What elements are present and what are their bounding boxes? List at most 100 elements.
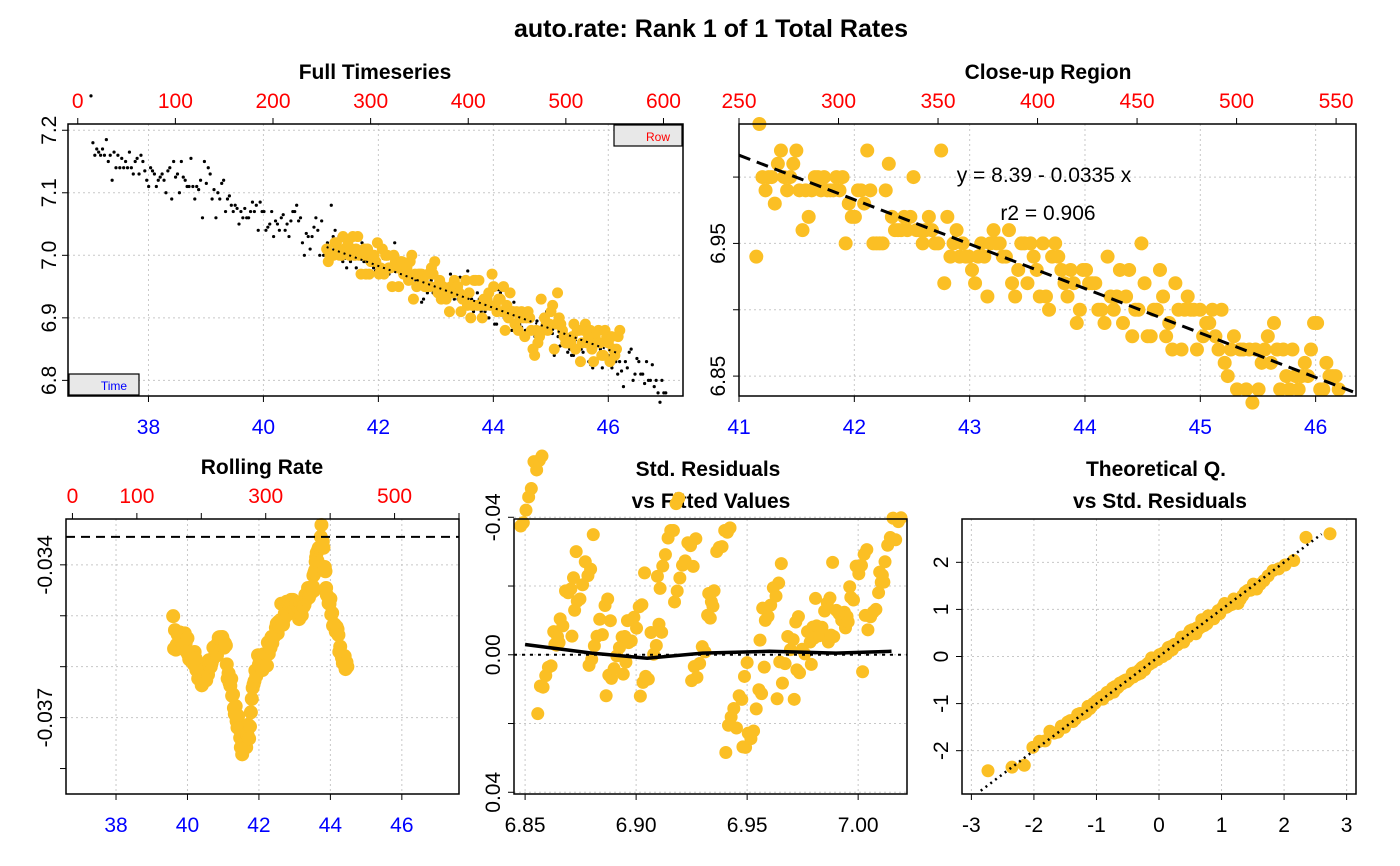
raw-point xyxy=(393,241,397,245)
closeup-point xyxy=(915,236,930,251)
closeup-point xyxy=(1331,382,1346,397)
selected-point xyxy=(393,281,405,293)
raw-point xyxy=(629,347,633,351)
top-tick-label: 500 xyxy=(1219,90,1254,113)
selected-point xyxy=(611,343,623,355)
closeup-point xyxy=(773,143,788,158)
residual-point xyxy=(761,609,775,623)
residual-point xyxy=(619,655,633,669)
x-tick-label: 2 xyxy=(1278,814,1290,837)
y-tick-label: 7.2 xyxy=(38,116,61,145)
residual-point xyxy=(875,568,889,582)
residual-point xyxy=(757,660,771,674)
closeup-point xyxy=(903,209,918,224)
raw-point xyxy=(162,178,166,182)
top-tick-label: 500 xyxy=(548,90,583,113)
selected-point xyxy=(499,324,511,336)
residual-point xyxy=(586,528,600,542)
residual-point xyxy=(747,724,761,738)
raw-point xyxy=(621,385,626,389)
closeup-point xyxy=(875,236,890,251)
raw-point xyxy=(512,300,516,304)
selected-point xyxy=(463,287,475,299)
raw-point xyxy=(147,184,151,189)
raw-point xyxy=(331,234,335,239)
raw-point xyxy=(494,322,499,326)
raw-point xyxy=(302,253,306,257)
raw-point xyxy=(214,216,218,220)
closeup-point xyxy=(1038,289,1053,304)
x-tick-label: 41 xyxy=(727,416,750,439)
top-tick-label: 0 xyxy=(72,90,84,113)
raw-point xyxy=(206,166,210,170)
qq-subtitle: vs Std. Residuals xyxy=(1073,490,1247,513)
residual-point xyxy=(753,633,767,647)
raw-point xyxy=(150,169,155,173)
selected-point xyxy=(614,324,626,336)
closeup-point xyxy=(1026,249,1041,264)
residual-point xyxy=(638,566,652,580)
raw-point xyxy=(248,209,253,214)
rolling-point xyxy=(259,658,274,673)
raw-point xyxy=(475,291,479,295)
closeup-axes: 41 42 43 44 45 46 250 300 350 400 450 500 550 6.85 6.9… xyxy=(707,90,1354,439)
page-title: auto.rate: Rank 1 of 1 Total Rates xyxy=(514,15,908,43)
residual-point xyxy=(616,667,630,681)
closeup-point xyxy=(980,289,995,304)
closeup-point xyxy=(1310,316,1325,331)
raw-point xyxy=(210,197,214,201)
selected-point xyxy=(488,281,500,293)
fit-line xyxy=(326,246,621,355)
rolling-point xyxy=(218,638,233,653)
x-tick-label: -2 xyxy=(1025,814,1044,837)
fit-line xyxy=(738,153,1357,395)
closeup-point xyxy=(817,170,832,185)
raw-point xyxy=(100,147,105,151)
top-tick-label: 100 xyxy=(158,90,193,113)
top-tick-label: 400 xyxy=(451,90,486,113)
rolling-series xyxy=(66,517,459,762)
selected-point xyxy=(406,249,418,261)
closeup-point xyxy=(1202,316,1217,331)
rolling-point xyxy=(323,591,338,606)
residual-point xyxy=(707,584,721,598)
raw-point xyxy=(360,241,364,245)
residual-point xyxy=(624,634,638,648)
residual-point xyxy=(704,595,718,609)
x-tick-label: 40 xyxy=(252,416,275,439)
raw-point xyxy=(175,172,180,176)
closeup-point xyxy=(1001,223,1016,238)
y-tick-label: 0.04 xyxy=(482,772,505,813)
residual-point xyxy=(544,659,558,673)
raw-point xyxy=(108,153,112,157)
closeup-point xyxy=(1180,289,1195,304)
legend-time-box: Time xyxy=(68,373,140,396)
x-tick-label: 42 xyxy=(247,814,270,837)
residual-point xyxy=(769,589,783,603)
raw-point xyxy=(314,216,318,220)
raw-point xyxy=(618,360,622,364)
residual-point xyxy=(673,571,687,585)
residuals-axes: 6.85 6.90 6.95 7.00 -0.04 0.00 0.04 xyxy=(482,493,879,837)
closeup-point xyxy=(1134,236,1149,251)
top-tick-label: 400 xyxy=(1020,90,1055,113)
residuals-subtitle: vs Fitted Values xyxy=(632,490,791,513)
y-tick-label: 0 xyxy=(930,651,953,663)
closeup-point xyxy=(1214,302,1229,317)
closeup-point xyxy=(1263,355,1278,370)
closeup-point xyxy=(1119,289,1134,304)
residual-point xyxy=(755,687,769,701)
closeup-point xyxy=(1143,329,1158,344)
full-fit-line xyxy=(326,246,621,355)
raw-point xyxy=(652,385,656,389)
closeup-points xyxy=(749,117,1346,410)
x-tick-label: -3 xyxy=(962,814,981,837)
raw-point xyxy=(225,197,230,201)
residual-point xyxy=(778,657,792,671)
selected-point xyxy=(429,256,441,268)
selected-point xyxy=(548,343,560,355)
rolling-point xyxy=(180,631,195,646)
closeup-point xyxy=(1168,276,1183,291)
y-tick-label: -1 xyxy=(930,694,953,713)
raw-point xyxy=(552,353,556,357)
